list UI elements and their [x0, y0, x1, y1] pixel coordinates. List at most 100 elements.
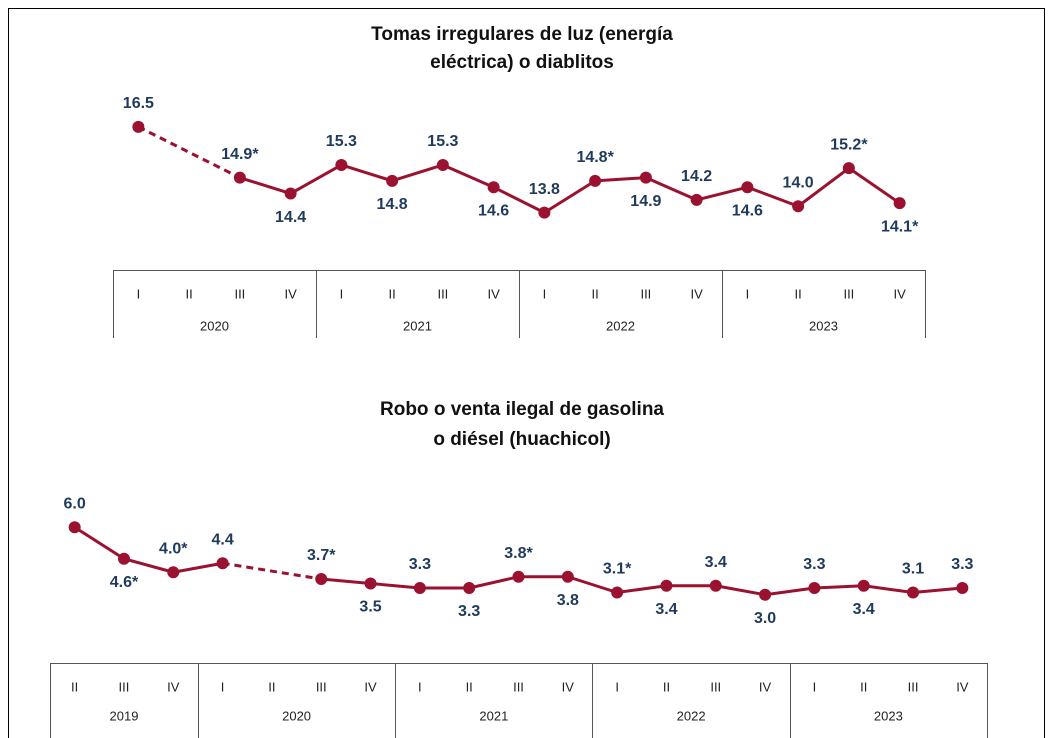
data-label: 3.3 [409, 556, 431, 573]
x-tick-label: IV [956, 679, 969, 694]
x-tick-label: III [908, 679, 919, 694]
x-tick-label: I [340, 286, 344, 301]
point [315, 573, 328, 585]
x-tick-label: III [640, 286, 651, 301]
x-tick-label: II [389, 286, 396, 301]
point [792, 200, 805, 213]
point [660, 579, 673, 592]
x-tick-label: IV [690, 286, 703, 301]
x-tick-label: I [813, 679, 817, 694]
point [364, 577, 377, 590]
x-tick-label: II [71, 679, 78, 694]
data-label: 15.2* [830, 136, 868, 153]
data-label: 3.8 [557, 592, 579, 609]
x-tick-label: II [795, 286, 802, 301]
x-tick-label: II [663, 679, 670, 694]
data-label: 14.6 [478, 202, 509, 219]
point [589, 174, 602, 187]
line [239, 163, 901, 215]
point [842, 162, 855, 175]
point [233, 171, 246, 184]
chart-title: Tomas irregulares de luz (energía [371, 24, 673, 45]
x-tick-label: III [437, 286, 448, 301]
line [73, 525, 223, 574]
x-tick-label: I [543, 286, 547, 301]
data-label: 16.5 [123, 95, 154, 112]
x-tick-label: II [186, 286, 193, 301]
x-tick-label: III [234, 286, 245, 301]
point [132, 120, 145, 133]
x-tick-label: III [710, 679, 721, 694]
point [68, 521, 81, 534]
x-tick-label: I [221, 679, 225, 694]
x-tick-label: I [418, 679, 422, 694]
point [167, 566, 180, 579]
x-tick-label: IV [167, 679, 180, 694]
point [639, 171, 652, 184]
data-label: 4.6* [110, 574, 139, 591]
point [487, 181, 500, 194]
data-label: 3.4 [705, 554, 727, 571]
x-tick-label: II [466, 679, 473, 694]
data-label: 3.8* [504, 545, 533, 562]
point [709, 579, 722, 592]
data-label: 6.0 [64, 495, 86, 512]
point [690, 193, 703, 206]
data-label: 3.5 [359, 599, 381, 616]
point [741, 181, 754, 194]
data-label: 14.4 [275, 209, 306, 226]
chart-title: eléctrica) o diablitos [430, 52, 614, 73]
x-tick-label: IV [893, 286, 906, 301]
line [321, 575, 963, 597]
x-tick-label: IV [759, 679, 772, 694]
point [284, 187, 297, 200]
data-label: 14.8 [377, 196, 408, 213]
x-tick-label: II [592, 286, 599, 301]
x-group-label: 2021 [479, 708, 508, 723]
data-label: 14.8* [576, 149, 614, 166]
x-tick-label: III [119, 679, 130, 694]
data-label: 4.4 [211, 531, 233, 548]
x-group-label: 2023 [809, 318, 838, 333]
point [808, 582, 821, 594]
data-label: 13.8 [529, 181, 560, 198]
x-group-label: 2020 [282, 708, 311, 723]
data-label: 3.0 [754, 610, 776, 627]
point [759, 588, 772, 601]
data-label: 14.2 [681, 168, 712, 185]
point [893, 197, 906, 210]
point [413, 582, 426, 594]
data-label: 3.3 [803, 556, 825, 573]
x-tick-label: I [615, 679, 619, 694]
x-group-label: 2020 [200, 318, 229, 333]
data-label: 14.9* [221, 146, 259, 163]
point [857, 579, 870, 592]
data-label: 3.7* [307, 547, 336, 564]
point [611, 586, 624, 599]
data-label: 15.3 [326, 133, 357, 150]
x-tick-label: III [843, 286, 854, 301]
data-label: 14.1* [881, 218, 919, 235]
point [907, 586, 920, 599]
data-label: 3.1* [603, 561, 632, 578]
point [117, 552, 130, 565]
point [512, 570, 525, 583]
point [386, 174, 399, 187]
point [561, 570, 574, 583]
chart-title: Robo o venta ilegal de gasolina [380, 399, 664, 420]
x-tick-label: II [860, 679, 867, 694]
point [956, 582, 969, 594]
data-label: 3.3 [951, 556, 973, 573]
x-tick-label: I [746, 286, 750, 301]
gap-connector [222, 561, 322, 581]
gap-connector [137, 125, 241, 180]
data-label: 3.1 [902, 561, 924, 578]
data-label: 3.3 [458, 603, 480, 620]
chart-title: o diésel (huachicol) [433, 429, 610, 450]
x-group-label: 2023 [874, 708, 903, 723]
x-group-label: 2021 [403, 318, 432, 333]
x-tick-label: IV [487, 286, 500, 301]
frame [8, 8, 1045, 738]
data-label: 14.9 [630, 193, 661, 210]
